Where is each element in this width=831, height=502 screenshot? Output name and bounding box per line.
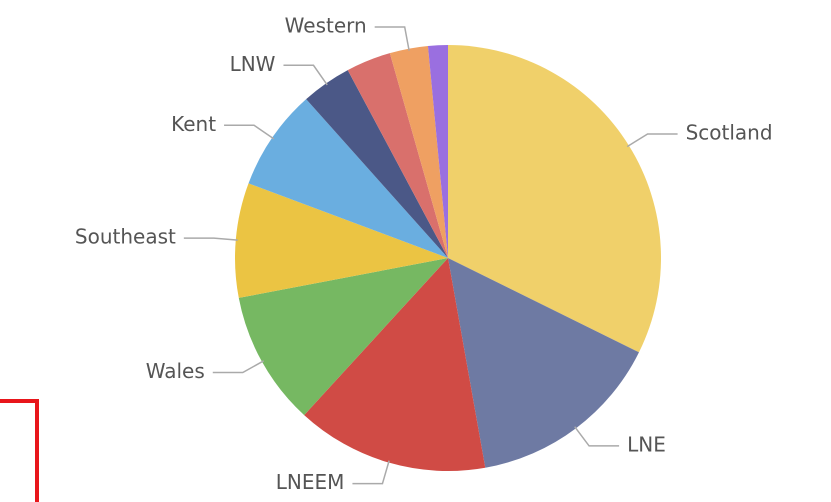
leader-line: [352, 460, 390, 485]
leader-line: [224, 124, 275, 140]
pie-slice: [448, 258, 639, 468]
pie-slice: [304, 258, 486, 471]
pie-slice: [389, 45, 448, 259]
selection-box: [0, 399, 39, 502]
slice-label: Scotland: [686, 120, 773, 144]
pie-slice: [238, 258, 448, 416]
leader-line: [374, 26, 410, 51]
slice-label: Western: [285, 14, 367, 38]
leader-line: [283, 64, 328, 86]
leader-line: [212, 360, 265, 374]
slice-label: Southeast: [75, 225, 176, 249]
pie-slice: [306, 70, 448, 259]
slice-label: Wales: [146, 359, 205, 383]
slice-label: LNE: [627, 432, 666, 456]
slice-label: Kent: [171, 112, 216, 136]
pie-slice: [427, 45, 448, 258]
pie-slice: [234, 183, 448, 298]
pie-slice: [248, 99, 448, 258]
leader-line: [626, 133, 678, 148]
pie-slice: [347, 53, 448, 258]
leader-line: [574, 426, 620, 447]
leader-line: [183, 237, 238, 241]
slice-label: LNEEM: [276, 470, 345, 494]
slice-label: LNW: [230, 52, 276, 76]
pie-slice: [448, 45, 662, 353]
